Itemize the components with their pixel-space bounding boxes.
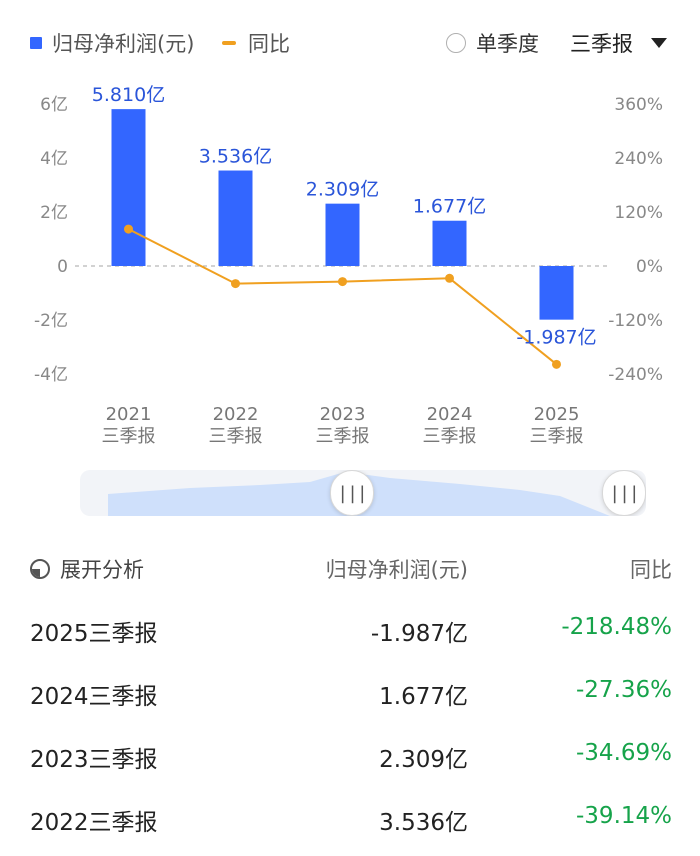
table-header: 展开分析 归母净利润(元) 同比	[0, 548, 700, 588]
right-axis-tick-label: -240%	[608, 365, 663, 385]
bar	[325, 203, 360, 266]
radio-icon[interactable]	[446, 33, 466, 53]
table-row[interactable]: 2023三季报 2.309亿 -34.69%	[0, 726, 700, 788]
right-axis-tick-label: 120%	[614, 203, 663, 223]
legend-label-yoy: 同比	[248, 32, 290, 56]
row-value: 3.536亿	[379, 810, 468, 836]
left-axis-tick-label: 2亿	[40, 203, 68, 223]
yoy-point	[445, 273, 454, 283]
right-axis-tick-label: 240%	[614, 149, 663, 169]
yoy-point	[231, 279, 240, 289]
left-axis-tick-label: 0	[57, 257, 68, 277]
table-row[interactable]: 2025三季报 -1.987亿 -218.48%	[0, 600, 700, 662]
legend-line-swatch	[222, 41, 236, 45]
right-axis-tick-label: 0%	[636, 257, 663, 277]
category-label: 2023 三季报	[316, 404, 370, 447]
single-quarter-toggle[interactable]: 单季度	[446, 28, 539, 58]
bar	[218, 170, 253, 266]
profit-chart: 6亿 4亿 2亿 0 -2亿 -4亿 360% 240% 120% 0% -120% -240% 5.8…	[34, 84, 663, 447]
right-axis-tick-label: 360%	[614, 95, 663, 115]
category-label: 2024 三季报	[423, 404, 477, 447]
bar	[539, 266, 574, 320]
row-value: 2.309亿	[379, 747, 468, 773]
row-period: 2025三季报	[30, 621, 158, 647]
row-value: 1.677亿	[379, 684, 468, 710]
left-axis-tick-label: 6亿	[40, 95, 68, 115]
category-label: 2021 三季报	[102, 404, 156, 447]
table-row[interactable]: 2022三季报 3.536亿 -39.14%	[0, 789, 700, 851]
row-period: 2022三季报	[30, 810, 158, 836]
expand-analysis-button[interactable]: 展开分析	[30, 554, 144, 584]
bar-data-label: 3.536亿	[199, 146, 272, 168]
category-label: 2022 三季报	[209, 404, 263, 447]
chart-legend: 归母净利润(元) 同比 单季度 三季报	[0, 0, 700, 80]
single-quarter-label: 单季度	[476, 32, 539, 56]
category-label: 2025 三季报	[530, 404, 584, 447]
table-row[interactable]: 2024三季报 1.677亿 -27.36%	[0, 663, 700, 725]
yoy-point	[552, 359, 561, 369]
bar	[432, 220, 467, 266]
row-period: 2023三季报	[30, 747, 158, 773]
bar-data-label: -1.987亿	[516, 327, 596, 349]
caret-down-icon	[651, 38, 667, 48]
bar-data-label: 2.309亿	[306, 179, 379, 201]
slider-right-handle[interactable]: |||	[602, 470, 646, 516]
bar-data-label: 5.810亿	[92, 84, 165, 106]
period-dropdown-label: 三季报	[570, 32, 633, 56]
row-yoy: -39.14%	[576, 803, 672, 829]
expand-analysis-label: 展开分析	[60, 558, 144, 582]
yoy-point	[338, 277, 347, 287]
legend-item-net-profit[interactable]: 归母净利润(元)	[30, 28, 194, 58]
left-axis-tick-label: -4亿	[34, 365, 68, 385]
row-yoy: -218.48%	[561, 614, 672, 640]
left-axis-tick-label: -2亿	[34, 311, 68, 331]
bar-data-label: 1.677亿	[413, 196, 486, 218]
range-slider[interactable]: ||| |||	[80, 470, 646, 516]
pie-chart-icon	[30, 559, 50, 579]
bar	[111, 109, 146, 266]
yoy-point	[124, 224, 133, 234]
legend-bar-swatch	[30, 37, 42, 49]
right-axis-tick-label: -120%	[608, 311, 663, 331]
period-dropdown[interactable]: 三季报	[570, 28, 667, 58]
column-header-yoy: 同比	[630, 558, 672, 582]
left-axis-tick-label: 4亿	[40, 149, 68, 169]
row-period: 2024三季报	[30, 684, 158, 710]
row-value: -1.987亿	[370, 621, 468, 647]
row-yoy: -34.69%	[576, 740, 672, 766]
slider-left-handle[interactable]: |||	[330, 470, 374, 516]
column-header-net-profit: 归母净利润(元)	[325, 558, 468, 582]
legend-item-yoy[interactable]: 同比	[222, 28, 290, 58]
legend-label-net-profit: 归母净利润(元)	[52, 32, 195, 56]
row-yoy: -27.36%	[576, 677, 672, 703]
